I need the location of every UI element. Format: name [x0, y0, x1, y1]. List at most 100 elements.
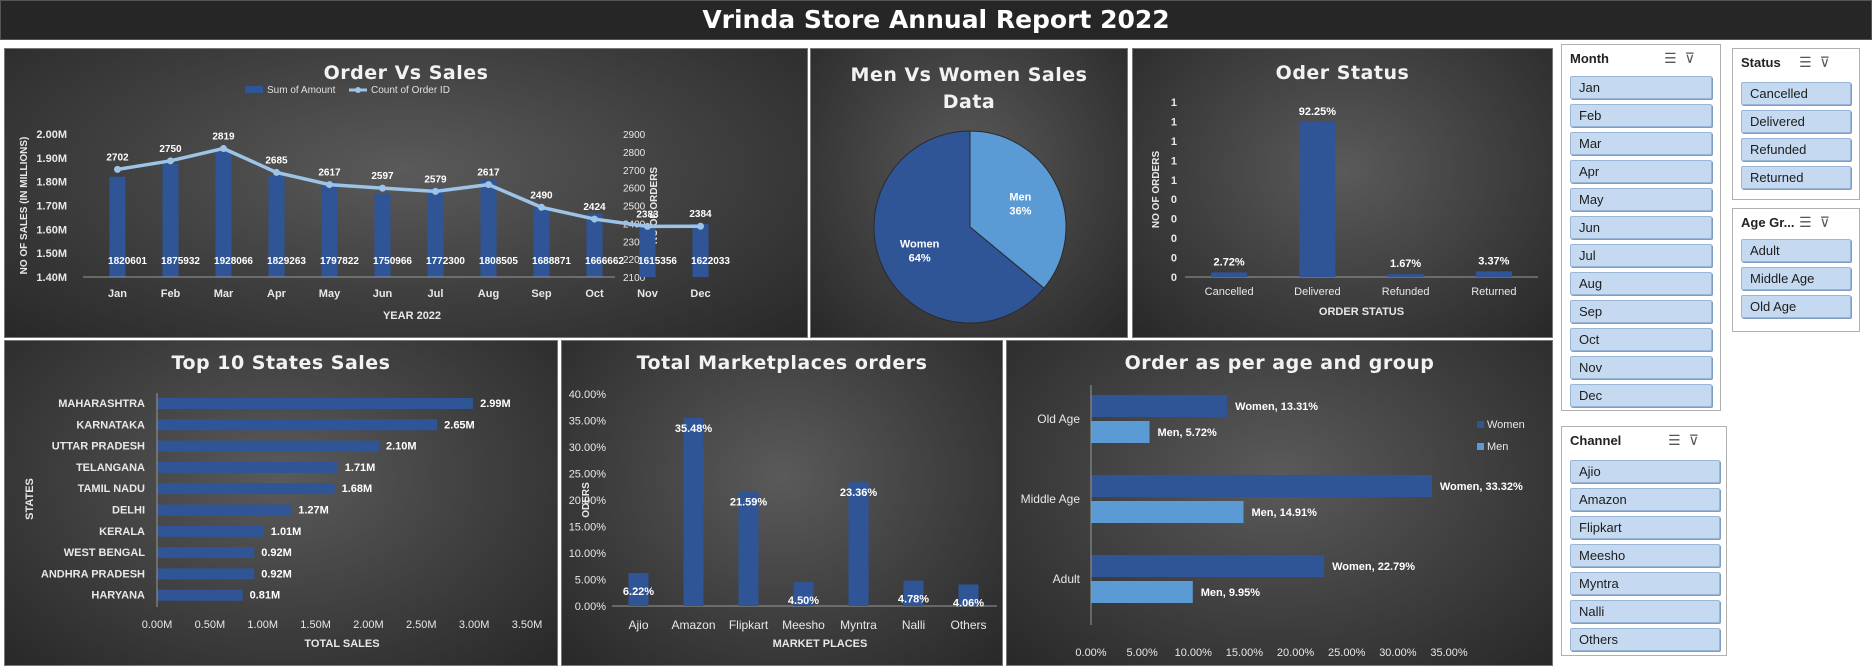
slicer-item[interactable]: Feb: [1570, 104, 1712, 127]
line-data-label: 2702: [106, 152, 129, 163]
line-data-label: 2597: [371, 171, 394, 182]
multi-select-icon[interactable]: ☰: [1668, 432, 1689, 448]
bar-data-label: 6.22%: [623, 586, 654, 598]
status-bar: [1211, 272, 1248, 277]
x-tick-label: 5.00%: [1127, 647, 1158, 659]
slicer-item[interactable]: Jan: [1570, 76, 1712, 99]
slicer-item[interactable]: Middle Age: [1741, 267, 1851, 290]
chart-title: Top 10 States Sales: [171, 352, 391, 374]
bar-sum-of-amount: [215, 151, 232, 277]
y-tick-label: 0: [1171, 194, 1177, 206]
y-tick-label: 1: [1171, 116, 1177, 128]
slicer-item[interactable]: Jun: [1570, 216, 1712, 239]
line-data-label: 2490: [530, 190, 553, 201]
slicer-item[interactable]: Amazon: [1570, 488, 1720, 511]
slicer-item[interactable]: Aug: [1570, 272, 1712, 295]
marketplace-bar: [848, 482, 869, 606]
x-tick-label: Delivered: [1294, 286, 1340, 298]
x-tick-label: 25.00%: [1328, 647, 1366, 659]
slicer-item[interactable]: Adult: [1741, 239, 1851, 262]
pie-slice-women: [873, 130, 1045, 324]
x-tick-label: Returned: [1471, 286, 1516, 298]
line-point: [379, 184, 386, 192]
x-tick-label: Nalli: [902, 618, 925, 632]
order-status-chart: Oder Status 0 0 0 0 0 1 1 1 1 1 NO OF ORDERS 2.72% C…: [1132, 48, 1553, 338]
y-tick-label: 40.00%: [569, 389, 607, 401]
x-tick-label: Myntra: [840, 618, 877, 632]
slicer-item[interactable]: Others: [1570, 628, 1720, 651]
line-data-label: 2819: [212, 131, 235, 142]
month-slicer[interactable]: Month ☰⊽ Jan Feb Mar Apr May Jun Jul Aug Sep Oct N…: [1561, 44, 1721, 411]
x-tick-label: Oct: [585, 288, 604, 300]
men-bar: [1091, 501, 1244, 523]
clear-filter-icon[interactable]: ⊽: [1688, 432, 1707, 448]
bar-sum-of-amount: [374, 193, 391, 277]
x-tick-label: Amazon: [671, 618, 715, 632]
slicer-item[interactable]: Dec: [1570, 384, 1712, 407]
status-bar: [1387, 274, 1424, 277]
slicer-header: Month: [1570, 51, 1609, 66]
y-tick-label: 10.00%: [569, 548, 607, 560]
bar-data-label: 1797822: [320, 256, 359, 267]
multi-select-icon[interactable]: ☰: [1799, 214, 1820, 230]
slicer-header: Age Gr...: [1741, 215, 1795, 230]
slicer-item[interactable]: Old Age: [1741, 295, 1851, 318]
channel-slicer[interactable]: Channel ☰⊽ Ajio Amazon Flipkart Meesho Myntr…: [1561, 426, 1727, 656]
slicer-item[interactable]: May: [1570, 188, 1712, 211]
multi-select-icon[interactable]: ☰: [1799, 54, 1820, 70]
y2-tick-label: 2800: [623, 148, 646, 159]
x-tick-label: Nov: [637, 288, 659, 300]
y-tick-label: 30.00%: [569, 442, 607, 454]
state-bar: [157, 568, 255, 580]
slicer-item[interactable]: Refunded: [1741, 138, 1851, 161]
men-data-label: Men, 5.72%: [1158, 427, 1218, 439]
bar-data-label: 4.06%: [953, 597, 984, 609]
line-point: [697, 222, 704, 230]
slicer-item[interactable]: Delivered: [1741, 110, 1851, 133]
bar-data-label: 1808505: [479, 256, 518, 267]
slicer-item[interactable]: Sep: [1570, 300, 1712, 323]
line-point: [432, 187, 439, 195]
y-tick-label: UTTAR PRADESH: [52, 441, 145, 453]
slicer-item[interactable]: Nalli: [1570, 600, 1720, 623]
x-tick-label: Others: [950, 618, 986, 632]
slicer-item[interactable]: Ajio: [1570, 460, 1720, 483]
slicer-item[interactable]: Nov: [1570, 356, 1712, 379]
y-tick-label: KERALA: [99, 526, 145, 538]
x-tick-label: Jun: [373, 288, 393, 300]
bar-data-label: 92.25%: [1299, 106, 1337, 118]
slicer-item[interactable]: Oct: [1570, 328, 1712, 351]
y-tick-label: TELANGANA: [76, 462, 145, 474]
slicer-item[interactable]: Myntra: [1570, 572, 1720, 595]
marketplace-bar: [628, 573, 649, 606]
bar-data-label: 1875932: [161, 256, 200, 267]
clear-filter-icon[interactable]: ⊽: [1819, 54, 1838, 70]
slicer-item[interactable]: Returned: [1741, 166, 1851, 189]
bar-sum-of-amount: [639, 225, 656, 277]
slicer-item[interactable]: Meesho: [1570, 544, 1720, 567]
y-tick-label: 25.00%: [569, 469, 607, 481]
slicer-item[interactable]: Flipkart: [1570, 516, 1720, 539]
men-bar: [1091, 581, 1193, 603]
status-slicer[interactable]: Status ☰⊽ Cancelled Delivered Refunded Retu…: [1732, 48, 1860, 200]
x-tick-label: 3.00M: [459, 619, 490, 631]
marketplace-bar: [903, 580, 924, 606]
slicer-item[interactable]: Jul: [1570, 244, 1712, 267]
slicer-item[interactable]: Apr: [1570, 160, 1712, 183]
bar-data-label: 0.92M: [261, 547, 292, 559]
y-tick-label: 1: [1171, 175, 1177, 187]
y-tick-label: 0.00%: [575, 601, 606, 613]
y2-tick-label: 2100: [623, 273, 646, 284]
marketplace-bar: [683, 417, 704, 606]
slicer-item[interactable]: Mar: [1570, 132, 1712, 155]
multi-select-icon[interactable]: ☰: [1664, 50, 1685, 66]
slicer-item[interactable]: Cancelled: [1741, 82, 1851, 105]
y-tick-label: HARYANA: [91, 590, 145, 602]
x-tick-label: Flipkart: [729, 618, 769, 632]
bar-data-label: 1772300: [426, 256, 465, 267]
age-group-slicer[interactable]: Age Gr... ☰⊽ Adult Middle Age Old Age: [1732, 208, 1860, 332]
clear-filter-icon[interactable]: ⊽: [1684, 50, 1703, 66]
line-point: [167, 157, 174, 165]
clear-filter-icon[interactable]: ⊽: [1819, 214, 1838, 230]
bar-sum-of-amount: [427, 188, 444, 277]
